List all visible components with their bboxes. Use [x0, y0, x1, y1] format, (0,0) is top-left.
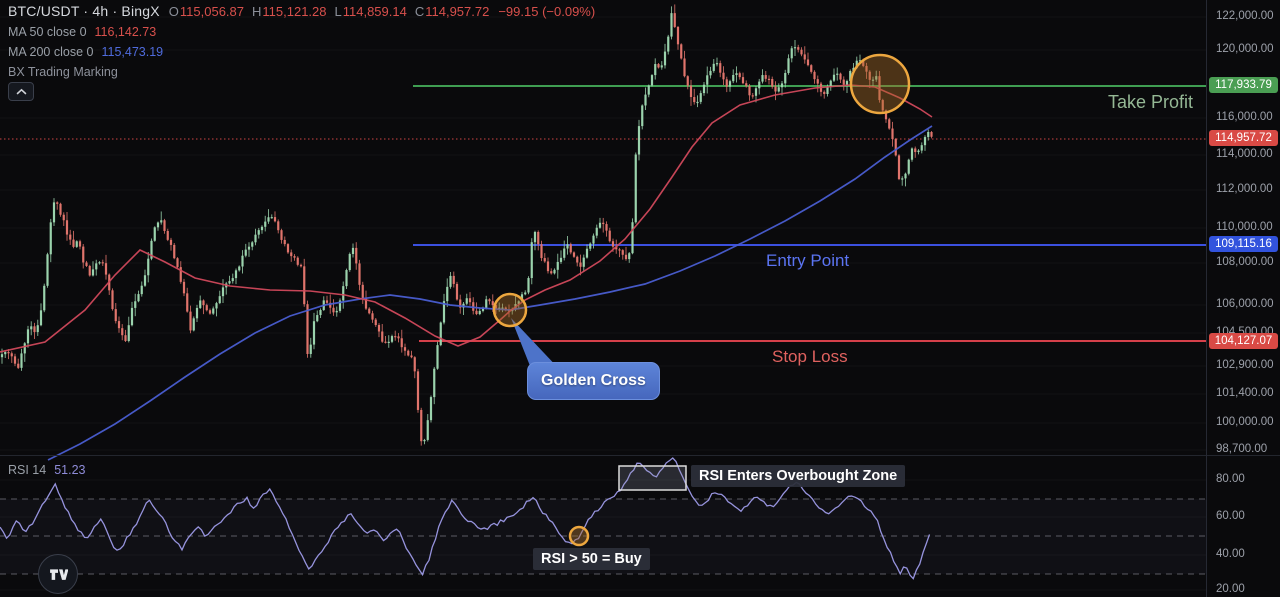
pane-separator[interactable]: [0, 455, 1280, 456]
ohlc-item: H115,121.28: [252, 4, 327, 19]
axis-tick-label: 20.00: [1216, 583, 1245, 595]
ma50-legend-row[interactable]: MA 50 close 0 116,142.73: [8, 22, 595, 42]
rsi-overbought-badge[interactable]: RSI Enters Overbought Zone: [691, 465, 906, 487]
price-change: −99.15 (−0.09%): [498, 4, 596, 19]
axis-tick-label: 98,700.00: [1216, 443, 1268, 455]
rsi-legend-row[interactable]: RSI 14 51.23: [8, 463, 86, 477]
axis-price-badge: 117,933.79: [1209, 77, 1278, 93]
overlay-script-label[interactable]: BX Trading Marking: [8, 65, 118, 79]
axis-tick-label: 101,400.00: [1216, 387, 1274, 399]
ohlc-item: O115,056.87: [168, 4, 244, 19]
axis-tick-label: 106,000.00: [1216, 298, 1274, 310]
axis-tick-label: 100,000.00: [1216, 416, 1274, 428]
rsi-overbought-highlight[interactable]: [618, 465, 687, 491]
axis-tick-label: 110,000.00: [1216, 221, 1273, 233]
axis-price-badge: 109,115.16: [1209, 236, 1278, 252]
tv-glyph: [50, 569, 68, 580]
axis-tick-label: 112,000.00: [1216, 183, 1273, 195]
tradingview-logo-icon[interactable]: [38, 554, 78, 594]
ma50-value: 116,142.73: [94, 25, 157, 39]
rsi-label: RSI 14: [8, 463, 47, 477]
axis-price-badge: 104,127.07: [1209, 333, 1278, 349]
ma200-value: 115,473.19: [101, 45, 164, 59]
entry-point-label[interactable]: Entry Point: [766, 251, 850, 270]
ma200-label: MA 200 close 0: [8, 45, 94, 59]
axis-tick-label: 122,000.00: [1216, 10, 1274, 22]
rsi-buy-badge[interactable]: RSI > 50 = Buy: [533, 548, 650, 570]
axis-tick-label: 114,000.00: [1216, 148, 1273, 160]
take-profit-label[interactable]: Take Profit: [1108, 92, 1194, 112]
rsi-value: 51.23: [54, 463, 86, 477]
chevron-up-icon: [16, 88, 26, 94]
axis-tick-label: 80.00: [1216, 473, 1245, 485]
price-axis-border: [1206, 0, 1207, 597]
collapse-legend-button[interactable]: [8, 82, 34, 101]
symbol-title[interactable]: BTC/USDT · 4h · BingX: [8, 3, 160, 19]
axis-tick-label: 108,000.00: [1216, 256, 1274, 268]
ma200-legend-row[interactable]: MA 200 close 0 115,473.19: [8, 42, 595, 62]
axis-tick-label: 120,000.00: [1216, 43, 1274, 55]
ohlc-item: L114,859.14: [334, 4, 407, 19]
axis-tick-label: 102,900.00: [1216, 359, 1274, 371]
chart-canvas[interactable]: [0, 0, 1206, 597]
price-axis[interactable]: 122,000.00 120,000.00 116,000.00 114,000.00…: [1207, 0, 1280, 597]
golden-cross-callout[interactable]: Golden Cross: [527, 362, 660, 400]
stop-loss-label[interactable]: Stop Loss: [772, 347, 848, 366]
golden-cross-circle[interactable]: [492, 292, 528, 328]
ohlc-values: O115,056.87 H115,121.28 L114,859.14 C114,95…: [169, 4, 490, 19]
ohlc-item: C114,957.72: [414, 4, 490, 19]
chart-legend: BTC/USDT · 4h · BingX O115,056.87 H115,12…: [8, 3, 595, 82]
rsi-cross-50-circle[interactable]: [568, 525, 590, 547]
ma50-label: MA 50 close 0: [8, 25, 87, 39]
axis-tick-label: 60.00: [1216, 510, 1245, 522]
take-profit-touch-circle[interactable]: [849, 53, 911, 115]
axis-tick-label: 40.00: [1216, 548, 1245, 560]
axis-price-badge: 114,957.72: [1209, 130, 1278, 146]
axis-tick-label: 116,000.00: [1216, 111, 1273, 123]
